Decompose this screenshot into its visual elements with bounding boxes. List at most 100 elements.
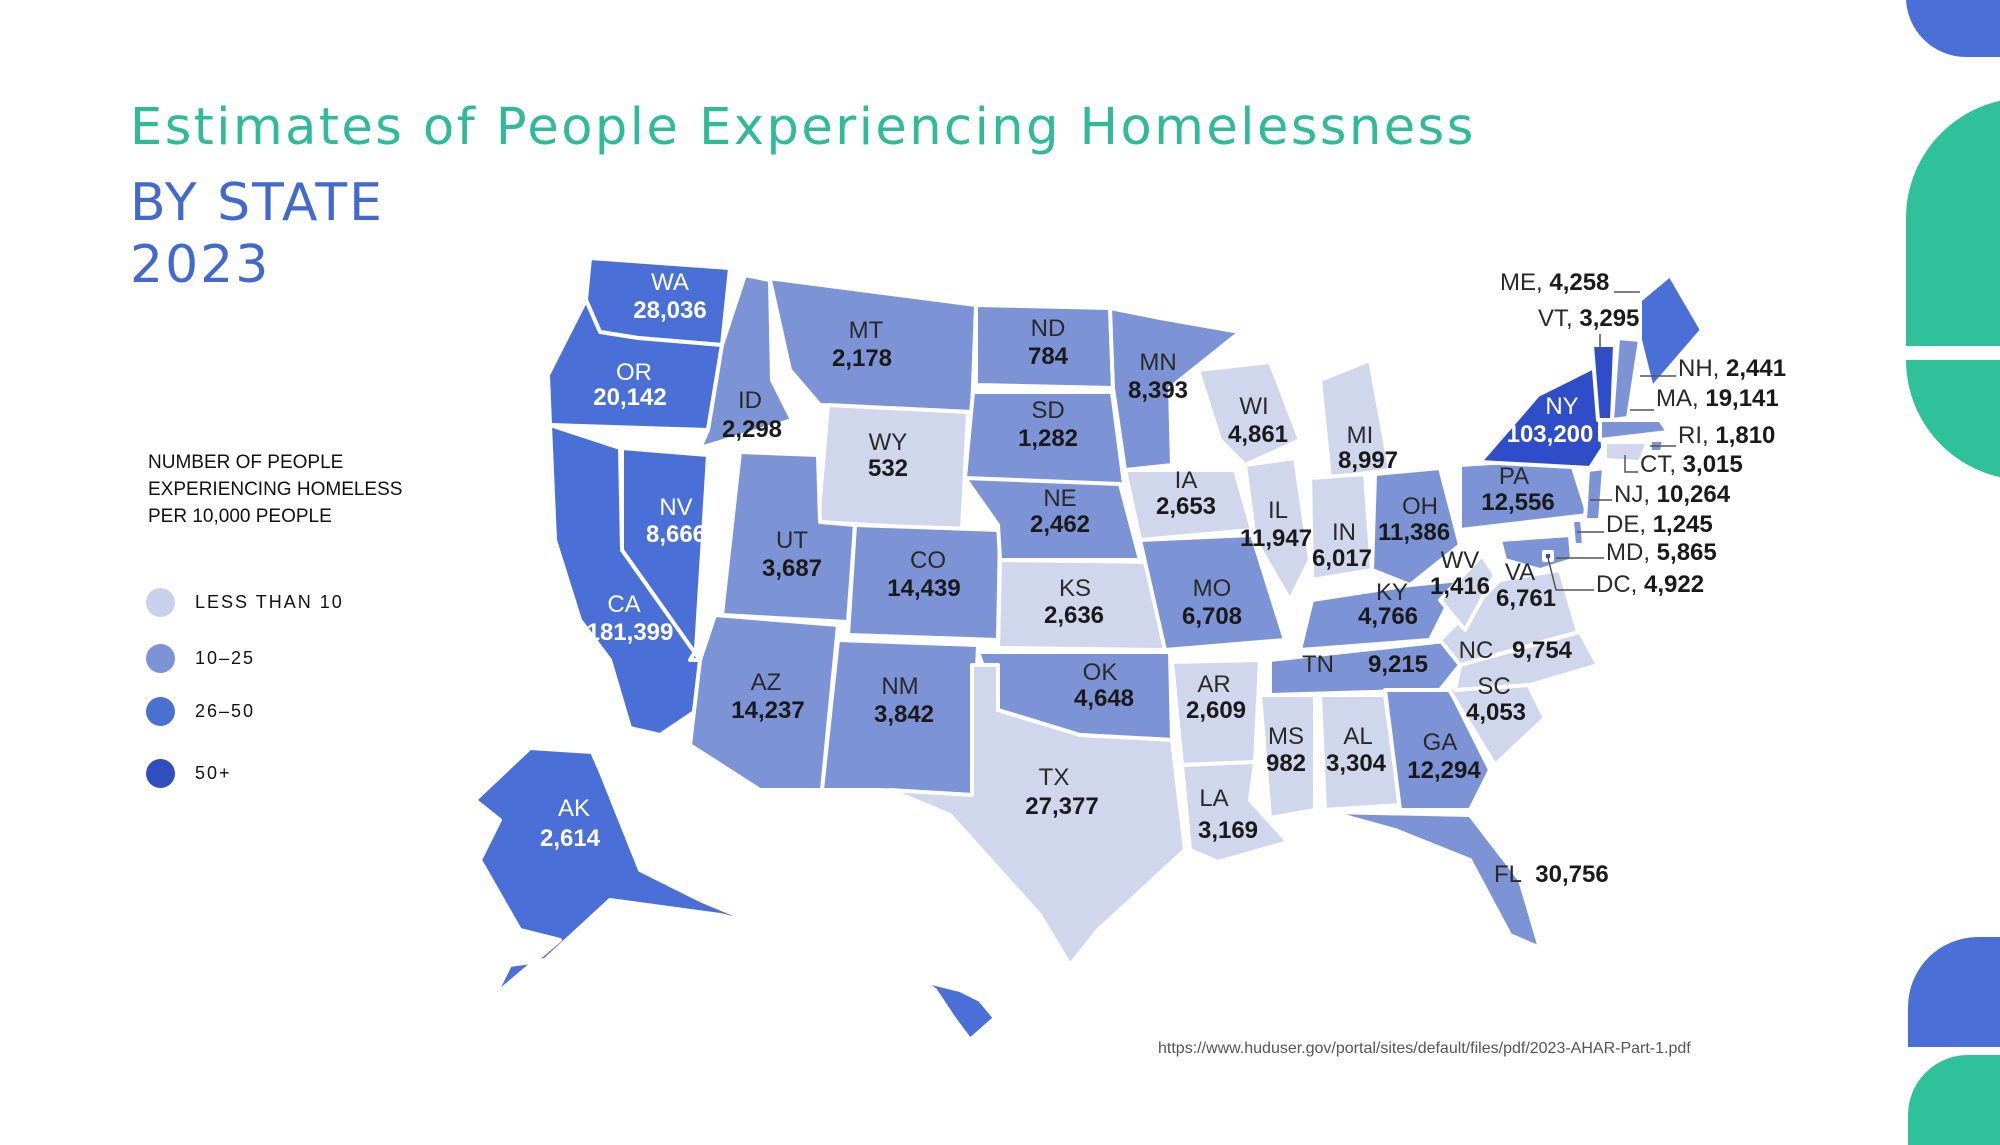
state-label-nj: NJ, (1614, 481, 1657, 508)
state-label-or: OR (616, 359, 652, 386)
state-label-la: LA (1199, 785, 1228, 812)
state-la[interactable] (1180, 760, 1290, 864)
state-label-de: DE, (1606, 511, 1653, 538)
state-callout-vt: VT, 3,295 (1538, 305, 1639, 332)
page-subtitle: BY STATE 2023 (130, 172, 384, 296)
state-count-mi: 8,997 (1338, 447, 1398, 474)
state-label-il: IL (1268, 497, 1288, 524)
state-count-mo: 6,708 (1182, 603, 1242, 630)
state-count-wv: 1,416 (1430, 573, 1490, 600)
state-count-nh: 2,441 (1726, 355, 1786, 382)
state-nv[interactable] (620, 446, 710, 662)
state-count-ia: 2,653 (1156, 493, 1216, 520)
state-count-ne: 2,462 (1030, 511, 1090, 538)
state-count-nj: 10,264 (1657, 481, 1731, 508)
state-hi[interactable] (878, 948, 997, 1042)
state-wi[interactable] (1196, 360, 1302, 467)
state-label-ri: RI, (1678, 422, 1715, 449)
legend-swatch (146, 587, 175, 617)
state-tn[interactable] (1268, 638, 1462, 697)
subtitle-by-state: BY STATE (130, 173, 385, 233)
state-label-va: VA (1505, 559, 1535, 586)
state-label-nc: NC (1459, 637, 1494, 664)
state-label-al: AL (1343, 723, 1372, 750)
state-label-mt: MT (849, 317, 884, 344)
legend-label: 10–25 (195, 647, 256, 668)
state-count-md: 5,865 (1657, 539, 1717, 566)
state-count-sc: 4,053 (1466, 699, 1526, 726)
state-nh[interactable] (1610, 336, 1642, 422)
state-label-in: IN (1332, 519, 1356, 546)
state-me[interactable] (1638, 273, 1704, 390)
source-url[interactable]: https://www.huduser.gov/portal/sites/def… (1158, 1040, 1691, 1057)
state-ak[interactable] (473, 746, 762, 997)
state-label-ak: AK (558, 795, 590, 822)
state-dc[interactable] (1542, 550, 1554, 562)
legend-item-high: 50+ (146, 758, 232, 788)
state-count-dc: 4,922 (1644, 571, 1704, 598)
leader-line-ct (1624, 455, 1638, 473)
state-label-fl: FL (1494, 861, 1522, 888)
state-label-wi: WI (1239, 393, 1268, 420)
state-callout-nh: NH, 2,441 (1678, 355, 1786, 382)
state-callout-ri: RI, 1,810 (1678, 422, 1775, 449)
state-az[interactable] (688, 613, 840, 792)
state-count-ms: 982 (1266, 750, 1306, 777)
state-count-ar: 2,609 (1186, 697, 1246, 724)
state-md[interactable] (1498, 533, 1574, 572)
leader-lines (1547, 291, 1676, 591)
state-label-dc: DC, (1596, 571, 1644, 598)
state-ma[interactable] (1598, 418, 1670, 442)
state-ky[interactable] (1298, 578, 1462, 652)
state-label-sd: SD (1031, 397, 1064, 424)
state-label-ga: GA (1423, 729, 1458, 756)
state-count-ks: 2,636 (1044, 602, 1104, 629)
state-ct[interactable] (1603, 440, 1650, 464)
leader-line-dc (1547, 557, 1594, 591)
state-count-sd: 1,282 (1018, 425, 1078, 452)
state-sd[interactable] (963, 390, 1127, 494)
state-label-nh: NH, (1678, 355, 1726, 382)
legend-label: 26–50 (195, 700, 256, 721)
state-count-mt: 2,178 (832, 345, 892, 372)
state-label-oh: OH (1402, 493, 1438, 520)
legend-label: 50+ (195, 762, 232, 783)
state-count-in: 6,017 (1312, 545, 1372, 572)
state-label-nd: ND (1031, 315, 1066, 342)
state-fl[interactable] (1328, 810, 1542, 950)
state-va[interactable] (1438, 568, 1580, 667)
state-callout-ma: MA, 19,141 (1656, 385, 1779, 412)
state-mi[interactable] (1318, 358, 1392, 480)
state-ga[interactable] (1383, 688, 1492, 812)
state-oh[interactable] (1370, 466, 1462, 587)
legend-title-line: NUMBER OF PEOPLE (148, 452, 344, 473)
state-il[interactable] (1243, 456, 1312, 602)
state-wv[interactable] (1438, 553, 1497, 632)
state-label-pa: PA (1499, 463, 1529, 490)
state-ms[interactable] (1258, 693, 1317, 820)
state-count-nv: 8,666 (646, 521, 706, 548)
state-count-vt: 3,295 (1579, 305, 1639, 332)
state-mo[interactable] (1138, 533, 1287, 652)
state-tx[interactable] (888, 663, 1187, 967)
state-count-nm: 3,842 (874, 701, 934, 728)
state-count-tn: 9,215 (1368, 651, 1428, 678)
state-ny[interactable] (1478, 363, 1605, 470)
legend-title-line: EXPERIENCING HOMELESS (148, 479, 403, 500)
state-count-pa: 12,556 (1481, 489, 1554, 516)
state-nj[interactable] (1583, 466, 1606, 522)
state-label-mi: MI (1347, 422, 1374, 449)
state-count-de: 1,245 (1653, 511, 1713, 538)
state-count-va: 6,761 (1496, 585, 1556, 612)
state-label-ut: UT (776, 527, 808, 554)
state-label-az: AZ (751, 669, 782, 696)
state-label-vt: VT, (1538, 305, 1579, 332)
state-shapes (473, 256, 1704, 1042)
state-label-ms: MS (1268, 723, 1304, 750)
state-label-ks: KS (1059, 575, 1091, 602)
state-count-la: 3,169 (1198, 817, 1258, 844)
state-count-ct: 3,015 (1683, 451, 1743, 478)
state-mn[interactable] (1108, 306, 1242, 472)
state-count-al: 3,304 (1326, 750, 1387, 777)
